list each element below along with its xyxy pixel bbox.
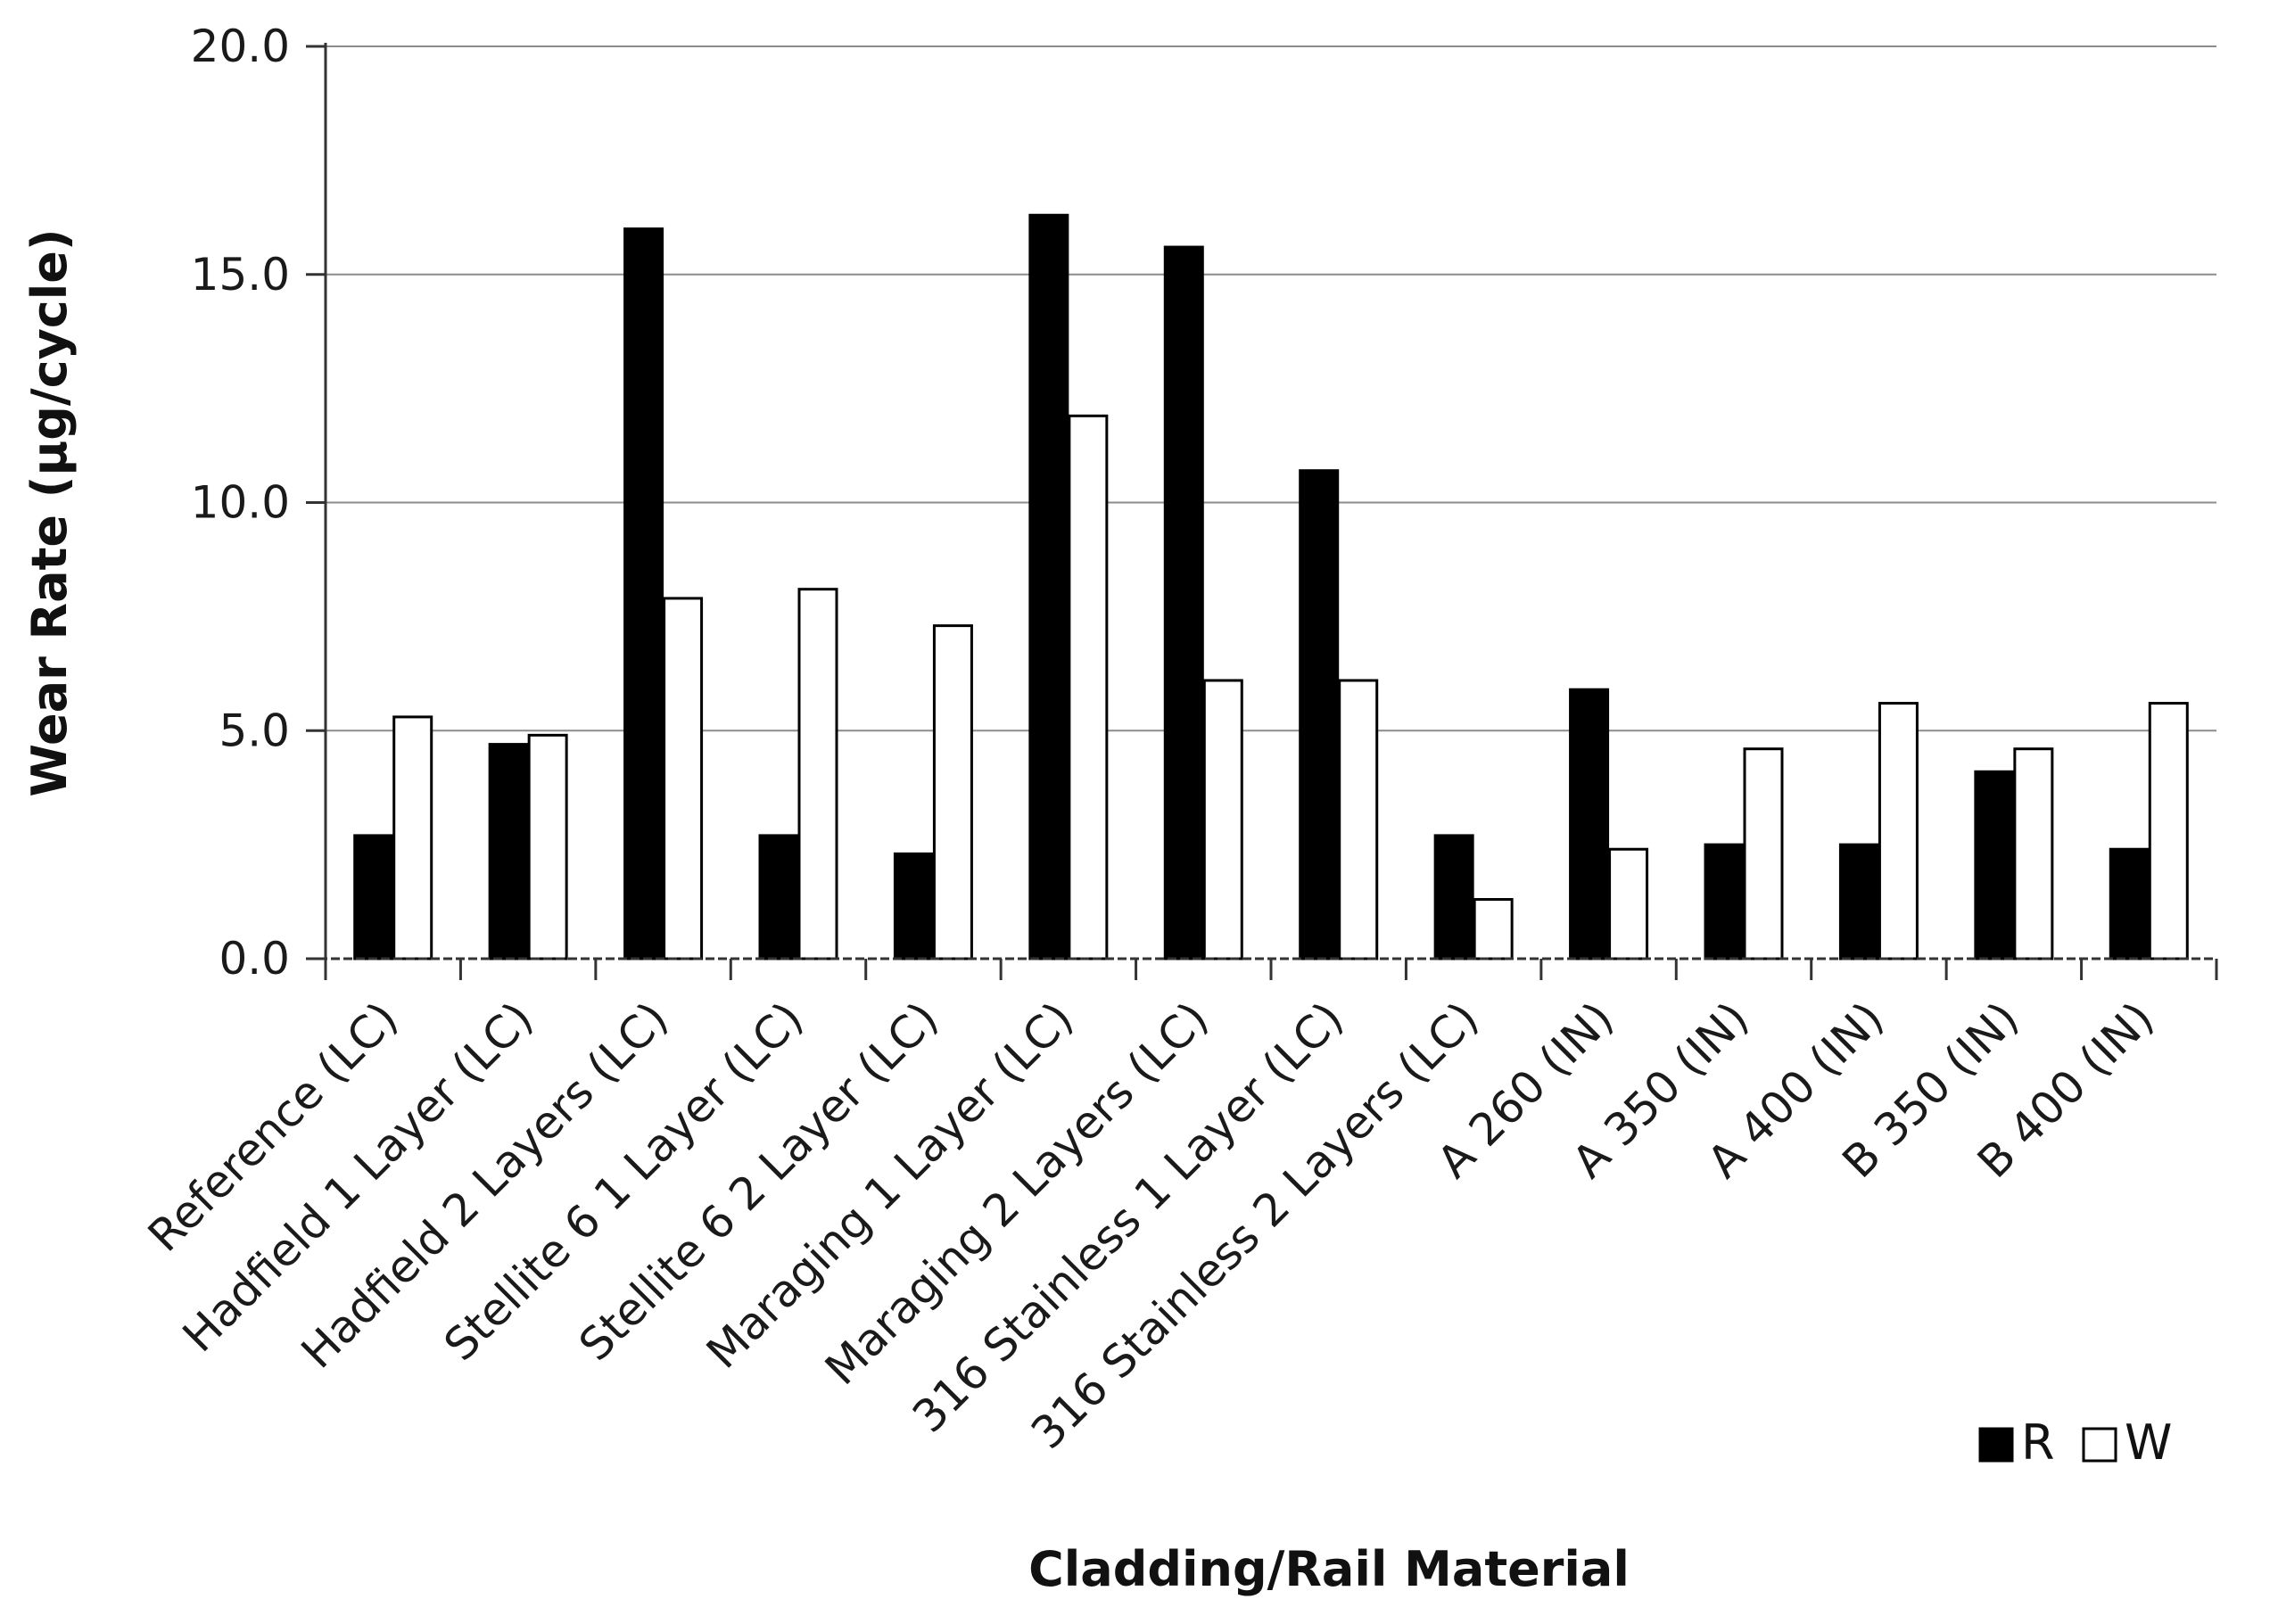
bar-w-0 <box>392 715 433 960</box>
bar-w-10 <box>1743 747 1784 960</box>
bar-r-9 <box>1569 688 1610 960</box>
bar-r-12 <box>1974 770 2015 960</box>
bar-w-12 <box>2013 747 2054 960</box>
x-axis-title: Cladding/Rail Material <box>1028 1541 1630 1597</box>
legend-label-w: W <box>2125 1414 2172 1471</box>
legend-label-r: R <box>2021 1414 2055 1471</box>
bar-r-1 <box>488 743 529 960</box>
y-tick-label-2: 10.0 <box>191 477 290 529</box>
y-axis-title: Wear Rate (μg/cycle) <box>21 228 78 796</box>
y-tick-label-4: 20.0 <box>191 21 290 72</box>
bar-r-13 <box>2109 847 2150 960</box>
category-label-0: Reference (LC) <box>138 992 408 1261</box>
bar-r-0 <box>353 834 394 960</box>
bars <box>353 213 2189 960</box>
bar-r-2 <box>623 227 664 960</box>
bar-w-1 <box>527 733 568 960</box>
category-labels: Reference (LC)Hadfield 1 Layer (LC)Hadfi… <box>138 992 2164 1459</box>
bar-r-3 <box>758 834 799 960</box>
axes <box>306 43 2218 980</box>
bar-r-7 <box>1299 469 1340 960</box>
bar-r-8 <box>1433 834 1474 960</box>
legend-swatch-w <box>2082 1427 2117 1463</box>
bar-r-6 <box>1163 245 1204 960</box>
bar-w-5 <box>1068 414 1109 960</box>
bar-w-2 <box>663 597 704 960</box>
y-tick-label-3: 15.0 <box>191 249 290 301</box>
bar-r-11 <box>1838 843 1879 960</box>
bar-w-6 <box>1202 679 1243 960</box>
bar-w-8 <box>1473 898 1514 960</box>
bar-r-5 <box>1028 213 1069 960</box>
bar-r-10 <box>1704 843 1745 960</box>
bar-w-13 <box>2148 702 2189 960</box>
gridlines <box>326 45 2216 732</box>
y-tick-label-1: 5.0 <box>219 705 290 756</box>
bar-w-9 <box>1608 847 1649 960</box>
bar-w-4 <box>932 624 973 960</box>
bar-w-3 <box>797 588 838 960</box>
bar-w-7 <box>1338 679 1379 960</box>
legend-swatch-r <box>1978 1427 2014 1463</box>
y-tick-label-0: 0.0 <box>219 933 290 985</box>
bar-r-4 <box>893 852 934 960</box>
bar-w-11 <box>1878 702 1919 960</box>
legend: R W <box>1978 1414 2172 1471</box>
y-tick-labels: 0.0 5.0 10.0 15.0 20.0 <box>191 21 290 985</box>
